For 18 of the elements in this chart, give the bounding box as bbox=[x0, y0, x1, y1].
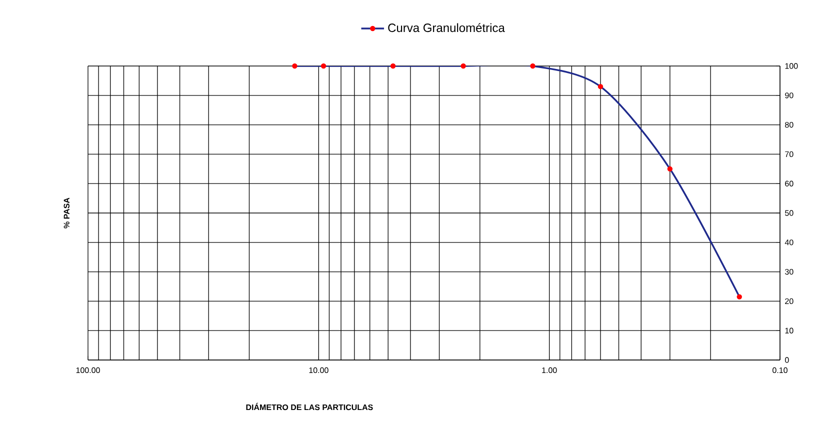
y-tick-label: 0 bbox=[785, 357, 789, 363]
y-tick-label: 30 bbox=[785, 268, 794, 275]
y-tick-label: 100 bbox=[785, 63, 798, 69]
y-tick-label: 20 bbox=[785, 298, 794, 304]
legend-label: Curva Granulométrica bbox=[388, 23, 505, 32]
y-axis-title: % PASA bbox=[64, 198, 70, 228]
y-tick-label: 70 bbox=[785, 151, 794, 158]
x-axis-title: DIÁMETRO DE LAS PARTICULAS bbox=[246, 402, 373, 410]
y-tick-label: 80 bbox=[785, 122, 794, 128]
y-tick-label: 40 bbox=[784, 240, 794, 246]
x-tick-label: 100.00 bbox=[76, 367, 100, 374]
x-tick-label: 0.10 bbox=[772, 367, 788, 374]
y-tick-label: 10 bbox=[785, 328, 794, 334]
x-tick-label: 10.00 bbox=[309, 367, 328, 374]
y-tick-label: 50 bbox=[785, 210, 794, 216]
x-tick-label: 1.00 bbox=[542, 367, 557, 374]
y-tick-label: 90 bbox=[785, 92, 794, 98]
y-tick-label: 60 bbox=[785, 180, 794, 186]
